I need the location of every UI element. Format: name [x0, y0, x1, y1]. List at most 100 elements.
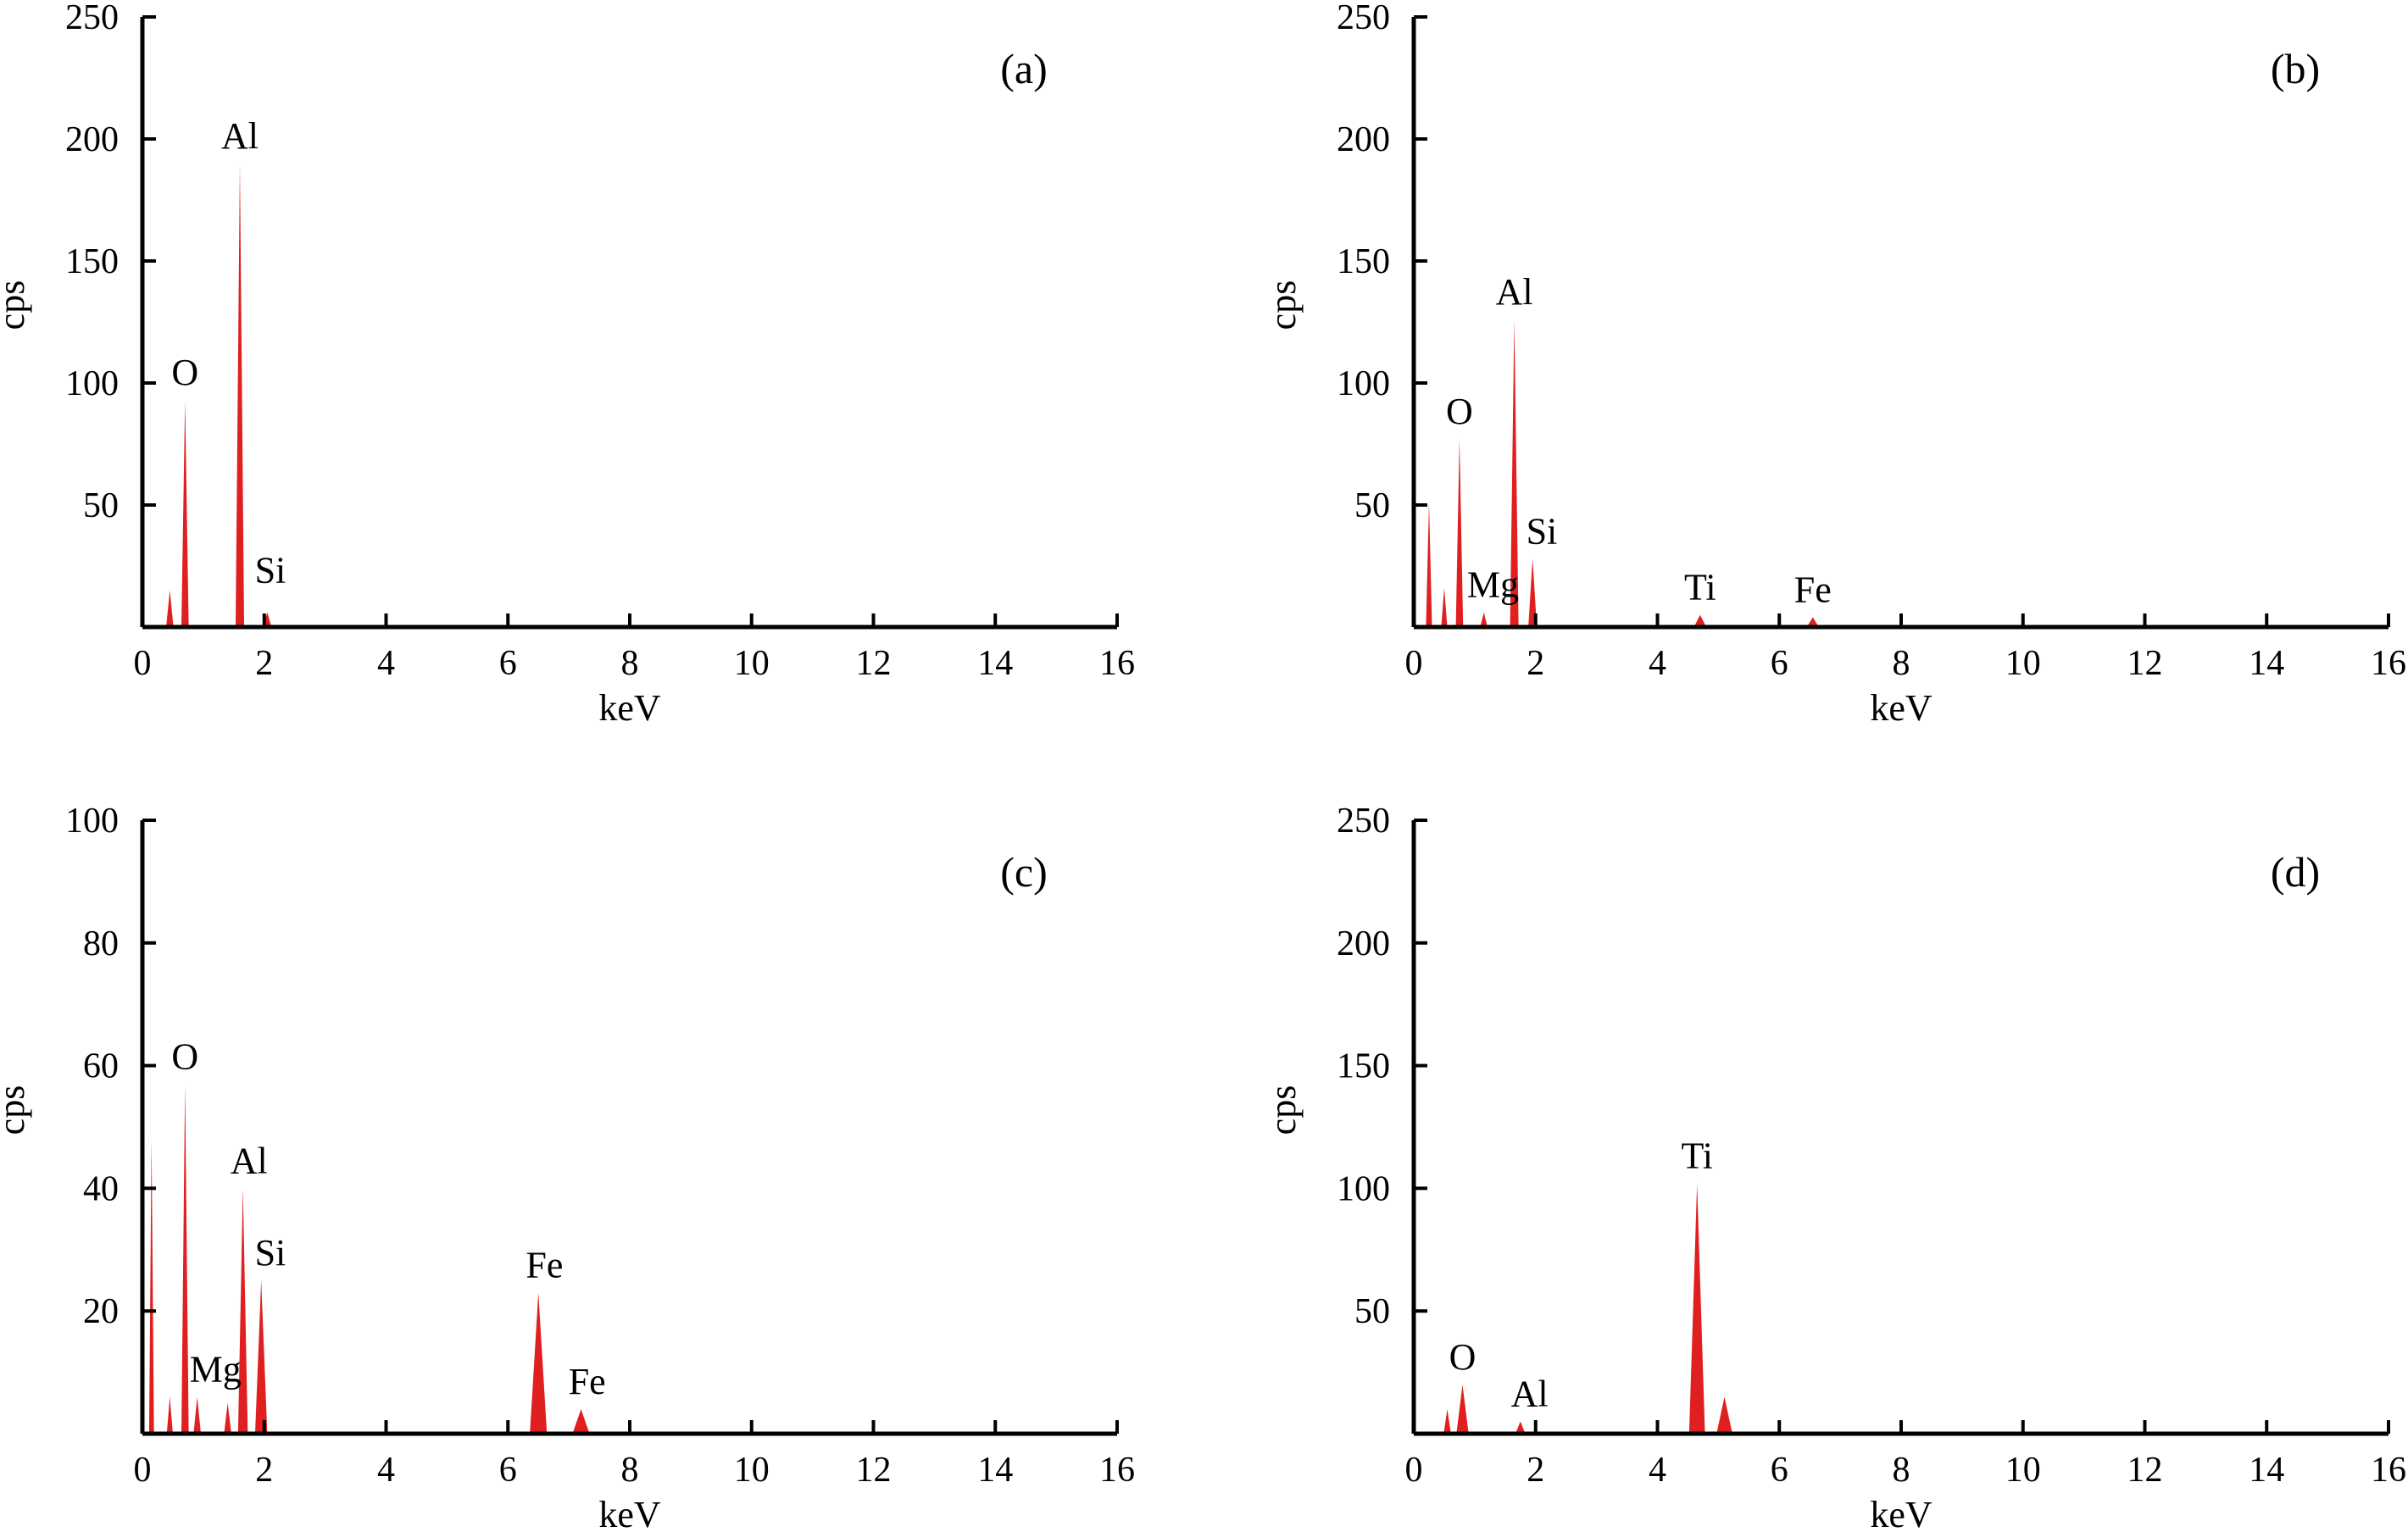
chart-panel-1: 0 2 4 6 8 10 12 14 16 50 100 150 200 250 keV cps (a) O Al S… — [0, 0, 1135, 729]
peak-label: Si — [1527, 510, 1558, 552]
y-axis-title: cps — [0, 1085, 32, 1135]
peak-label: Fe — [569, 1361, 606, 1402]
y-axis-title: cps — [1262, 1085, 1304, 1135]
spectrum-peak — [1443, 1409, 1451, 1434]
peak-label: Mg — [190, 1349, 242, 1390]
x-tick-label: 4 — [377, 644, 395, 683]
spectrum-peak — [166, 1396, 173, 1434]
y-axis-title: cps — [1262, 280, 1304, 330]
panel-label: (a) — [1000, 45, 1048, 92]
peak-label: O — [171, 1035, 198, 1077]
y-tick-label: 150 — [65, 242, 119, 281]
x-tick-label: 2 — [1527, 1451, 1544, 1490]
x-tick-label: 14 — [977, 1451, 1013, 1490]
x-axis-title: keV — [1870, 1494, 1933, 1532]
x-tick-label: 2 — [255, 644, 273, 683]
spectrum-peak — [1510, 319, 1519, 627]
x-tick-label: 6 — [1771, 644, 1788, 683]
x-tick-label: 16 — [1099, 644, 1135, 683]
y-tick-label: 250 — [65, 0, 119, 37]
spectrum-peak — [1716, 1396, 1732, 1434]
y-tick-label: 250 — [1337, 802, 1390, 841]
x-tick-label: 6 — [499, 1451, 517, 1490]
x-tick-label: 12 — [856, 644, 892, 683]
panel-label: (c) — [1000, 848, 1048, 896]
peak-label: Al — [221, 115, 259, 157]
x-axis-title: keV — [1870, 687, 1933, 729]
y-tick-label: 50 — [83, 486, 119, 525]
y-tick-label: 50 — [1354, 486, 1390, 525]
y-tick-label: 40 — [83, 1169, 119, 1208]
peak-label: Al — [231, 1140, 268, 1181]
spectrum-peak — [148, 1139, 154, 1434]
peak-label: Ti — [1684, 567, 1716, 608]
chart-panel-3: 0 2 4 6 8 10 12 14 16 20 40 60 80 100 keV cps (c) O Mg Al Si… — [0, 802, 1135, 1532]
peak-label: O — [1449, 1336, 1476, 1378]
spectrum-peak — [166, 590, 174, 627]
x-tick-label: 4 — [1649, 1451, 1666, 1490]
chart-panel-4: 0 2 4 6 8 10 12 14 16 50 100 150 200 250 keV cps (d) O Al T… — [1262, 802, 2406, 1532]
spectrum-peak — [1455, 439, 1464, 627]
x-tick-label: 8 — [1893, 644, 1910, 683]
y-tick-label: 150 — [1337, 242, 1390, 281]
peak-label: Si — [255, 1232, 286, 1274]
y-tick-label: 150 — [1337, 1047, 1390, 1086]
x-tick-label: 14 — [2249, 644, 2284, 683]
x-tick-label: 14 — [2249, 1451, 2284, 1490]
spectrum-peak — [235, 163, 245, 628]
x-axis-title: keV — [598, 1494, 661, 1532]
spectrum-peak — [1426, 502, 1432, 627]
x-axis-title: keV — [598, 687, 661, 729]
peak-label: Mg — [1467, 564, 1519, 606]
y-tick-label: 80 — [83, 924, 119, 963]
spectrum-peak — [1806, 617, 1819, 627]
x-tick-label: 8 — [621, 1451, 639, 1490]
peak-label: Fe — [1794, 569, 1832, 610]
chart-panel-2: 0 2 4 6 8 10 12 14 16 50 100 150 200 250 keV cps (b) O Mg A… — [1262, 0, 2406, 729]
y-tick-label: 200 — [1337, 120, 1390, 159]
spectrum-peak — [181, 1084, 189, 1434]
peak-label: Ti — [1681, 1135, 1713, 1177]
spectrum-peak — [254, 1280, 268, 1434]
spectrum-peak — [1441, 587, 1448, 627]
y-tick-label: 100 — [65, 364, 119, 403]
x-tick-label: 16 — [2371, 1451, 2406, 1490]
spectrum-peak — [1480, 612, 1488, 627]
peak-label: Al — [1511, 1374, 1549, 1415]
panel-label: (b) — [2271, 45, 2320, 92]
x-tick-label: 12 — [2127, 1451, 2163, 1490]
spectrum-peak — [1528, 558, 1538, 627]
y-tick-label: 100 — [1337, 1169, 1390, 1208]
peak-label: O — [171, 352, 198, 393]
y-tick-label: 200 — [65, 120, 119, 159]
spectrum-peak — [1688, 1183, 1705, 1434]
x-tick-label: 0 — [134, 1451, 152, 1490]
y-tick-label: 20 — [83, 1292, 119, 1331]
y-tick-label: 60 — [83, 1047, 119, 1086]
x-tick-label: 6 — [499, 644, 517, 683]
x-tick-label: 10 — [2005, 644, 2041, 683]
spectrum-peak — [237, 1188, 248, 1434]
x-tick-label: 8 — [621, 644, 639, 683]
y-tick-label: 100 — [65, 802, 119, 841]
y-tick-label: 200 — [1337, 924, 1390, 963]
y-axis-title: cps — [0, 280, 32, 330]
x-tick-label: 10 — [2005, 1451, 2041, 1490]
x-tick-label: 4 — [1649, 644, 1666, 683]
spectrum-peak — [181, 400, 189, 627]
panel-label: (d) — [2271, 848, 2320, 896]
x-tick-label: 14 — [977, 644, 1013, 683]
x-tick-label: 12 — [2127, 644, 2163, 683]
spectrum-peak — [1456, 1385, 1469, 1434]
spectrum-peak — [1515, 1421, 1526, 1434]
x-tick-label: 0 — [134, 644, 152, 683]
x-tick-label: 2 — [255, 1451, 273, 1490]
spectrum-peak — [193, 1396, 201, 1434]
x-tick-label: 2 — [1527, 644, 1544, 683]
x-tick-label: 16 — [1099, 1451, 1135, 1490]
x-tick-label: 4 — [377, 1451, 395, 1490]
spectrum-peak — [224, 1402, 231, 1434]
spectrum-peak — [530, 1292, 548, 1434]
x-tick-label: 10 — [734, 644, 770, 683]
